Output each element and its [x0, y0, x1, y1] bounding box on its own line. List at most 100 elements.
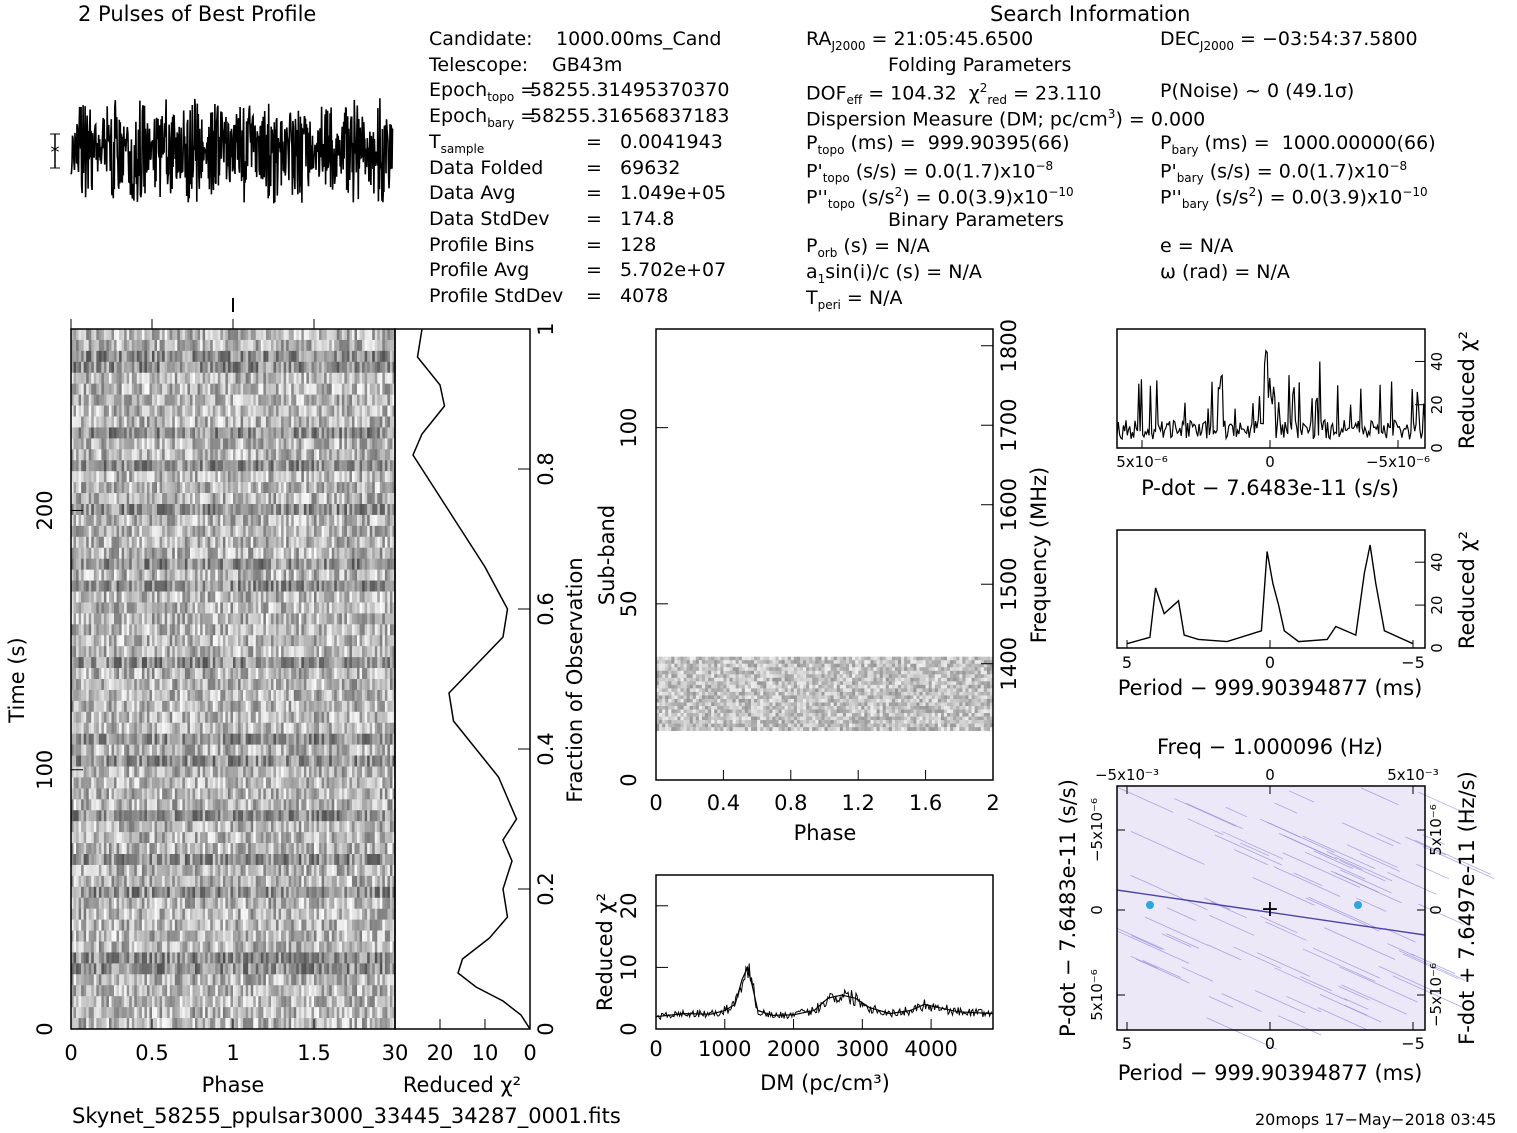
heatmap-cell	[236, 690, 239, 701]
heatmap-cell	[332, 329, 335, 340]
heatmap-cell	[236, 351, 239, 362]
heatmap-cell	[167, 734, 170, 745]
heatmap-cell	[144, 690, 147, 701]
heatmap-cell	[94, 427, 97, 438]
heatmap-cell	[339, 471, 342, 482]
heatmap-cell	[210, 493, 213, 504]
heatmap-cell	[81, 329, 84, 340]
heatmap-cell	[210, 384, 213, 395]
heatmap-cell	[101, 406, 104, 417]
heatmap-cell	[365, 526, 368, 537]
heatmap-cell	[322, 646, 325, 657]
heatmap-cell	[261, 351, 264, 362]
heatmap-cell	[319, 723, 322, 734]
heatmap-cell	[162, 657, 165, 668]
heatmap-cell	[200, 745, 203, 756]
heatmap-cell	[360, 362, 363, 373]
heatmap-cell	[167, 460, 170, 471]
heatmap-cell	[134, 635, 137, 646]
heatmap-cell	[84, 384, 87, 395]
heatmap-cell	[165, 482, 168, 493]
heatmap-cell	[253, 712, 256, 723]
heatmap-cell	[322, 537, 325, 548]
heatmap-cell	[147, 712, 150, 723]
heatmap-cell	[170, 340, 173, 351]
heatmap-cell	[390, 613, 393, 624]
heatmap-cell	[198, 624, 201, 635]
heatmap-cell	[86, 351, 89, 362]
heatmap-cell	[99, 734, 102, 745]
heatmap-cell	[322, 602, 325, 613]
heatmap-cell	[258, 340, 261, 351]
heatmap-cell	[127, 745, 130, 756]
heatmap-cell	[137, 460, 140, 471]
heatmap-cell	[91, 438, 94, 449]
heatmap-cell	[367, 635, 370, 646]
heatmap-cell	[387, 427, 390, 438]
heatmap-cell	[263, 613, 266, 624]
heatmap-cell	[347, 635, 350, 646]
heatmap-cell	[238, 559, 241, 570]
heatmap-cell	[81, 351, 84, 362]
heatmap-cell	[377, 406, 380, 417]
heatmap-cell	[355, 504, 358, 515]
heatmap-cell	[286, 646, 289, 657]
heatmap-cell	[187, 559, 190, 570]
heatmap-cell	[213, 515, 216, 526]
heatmap-cell	[327, 723, 330, 734]
heatmap-cell	[225, 471, 228, 482]
heatmap-cell	[213, 406, 216, 417]
heatmap-cell	[251, 559, 254, 570]
heatmap-cell	[322, 570, 325, 581]
heatmap-cell	[251, 701, 254, 712]
heatmap-cell	[382, 581, 385, 592]
heatmap-cell	[248, 373, 251, 384]
heatmap-cell	[124, 646, 127, 657]
heatmap-cell	[109, 417, 112, 428]
heatmap-cell	[225, 460, 228, 471]
heatmap-cell	[149, 504, 152, 515]
heatmap-cell	[387, 515, 390, 526]
heatmap-cell	[294, 734, 297, 745]
heatmap-cell	[281, 351, 284, 362]
heatmap-cell	[96, 373, 99, 384]
heatmap-cell	[112, 624, 115, 635]
heatmap-cell	[225, 679, 228, 690]
heatmap-cell	[223, 340, 226, 351]
heatmap-cell	[248, 526, 251, 537]
heatmap-cell	[230, 602, 233, 613]
heatmap-cell	[155, 723, 158, 734]
heatmap-cell	[309, 395, 312, 406]
heatmap-cell	[365, 493, 368, 504]
heatmap-cell	[387, 351, 390, 362]
heatmap-cell	[332, 373, 335, 384]
heatmap-cell	[137, 329, 140, 340]
heatmap-cell	[344, 329, 347, 340]
heatmap-cell	[129, 646, 132, 657]
heatmap-cell	[380, 613, 383, 624]
heatmap-cell	[134, 548, 137, 559]
heatmap-cell	[362, 384, 365, 395]
heatmap-cell	[205, 668, 208, 679]
heatmap-cell	[218, 657, 221, 668]
heatmap-cell	[357, 438, 360, 449]
heatmap-cell	[228, 646, 231, 657]
heatmap-cell	[182, 592, 185, 603]
heatmap-cell	[337, 417, 340, 428]
heatmap-cell	[286, 373, 289, 384]
heatmap-cell	[167, 515, 170, 526]
heatmap-cell	[99, 395, 102, 406]
heatmap-cell	[109, 635, 112, 646]
heatmap-cell	[114, 460, 117, 471]
heatmap-cell	[96, 351, 99, 362]
heatmap-cell	[149, 613, 152, 624]
heatmap-cell	[119, 493, 122, 504]
heatmap-cell	[258, 427, 261, 438]
heatmap-cell	[155, 646, 158, 657]
heatmap-cell	[157, 701, 160, 712]
heatmap-cell	[190, 548, 193, 559]
heatmap-cell	[190, 679, 193, 690]
heatmap-cell	[248, 548, 251, 559]
heatmap-cell	[251, 646, 254, 657]
heatmap-cell	[246, 570, 249, 581]
